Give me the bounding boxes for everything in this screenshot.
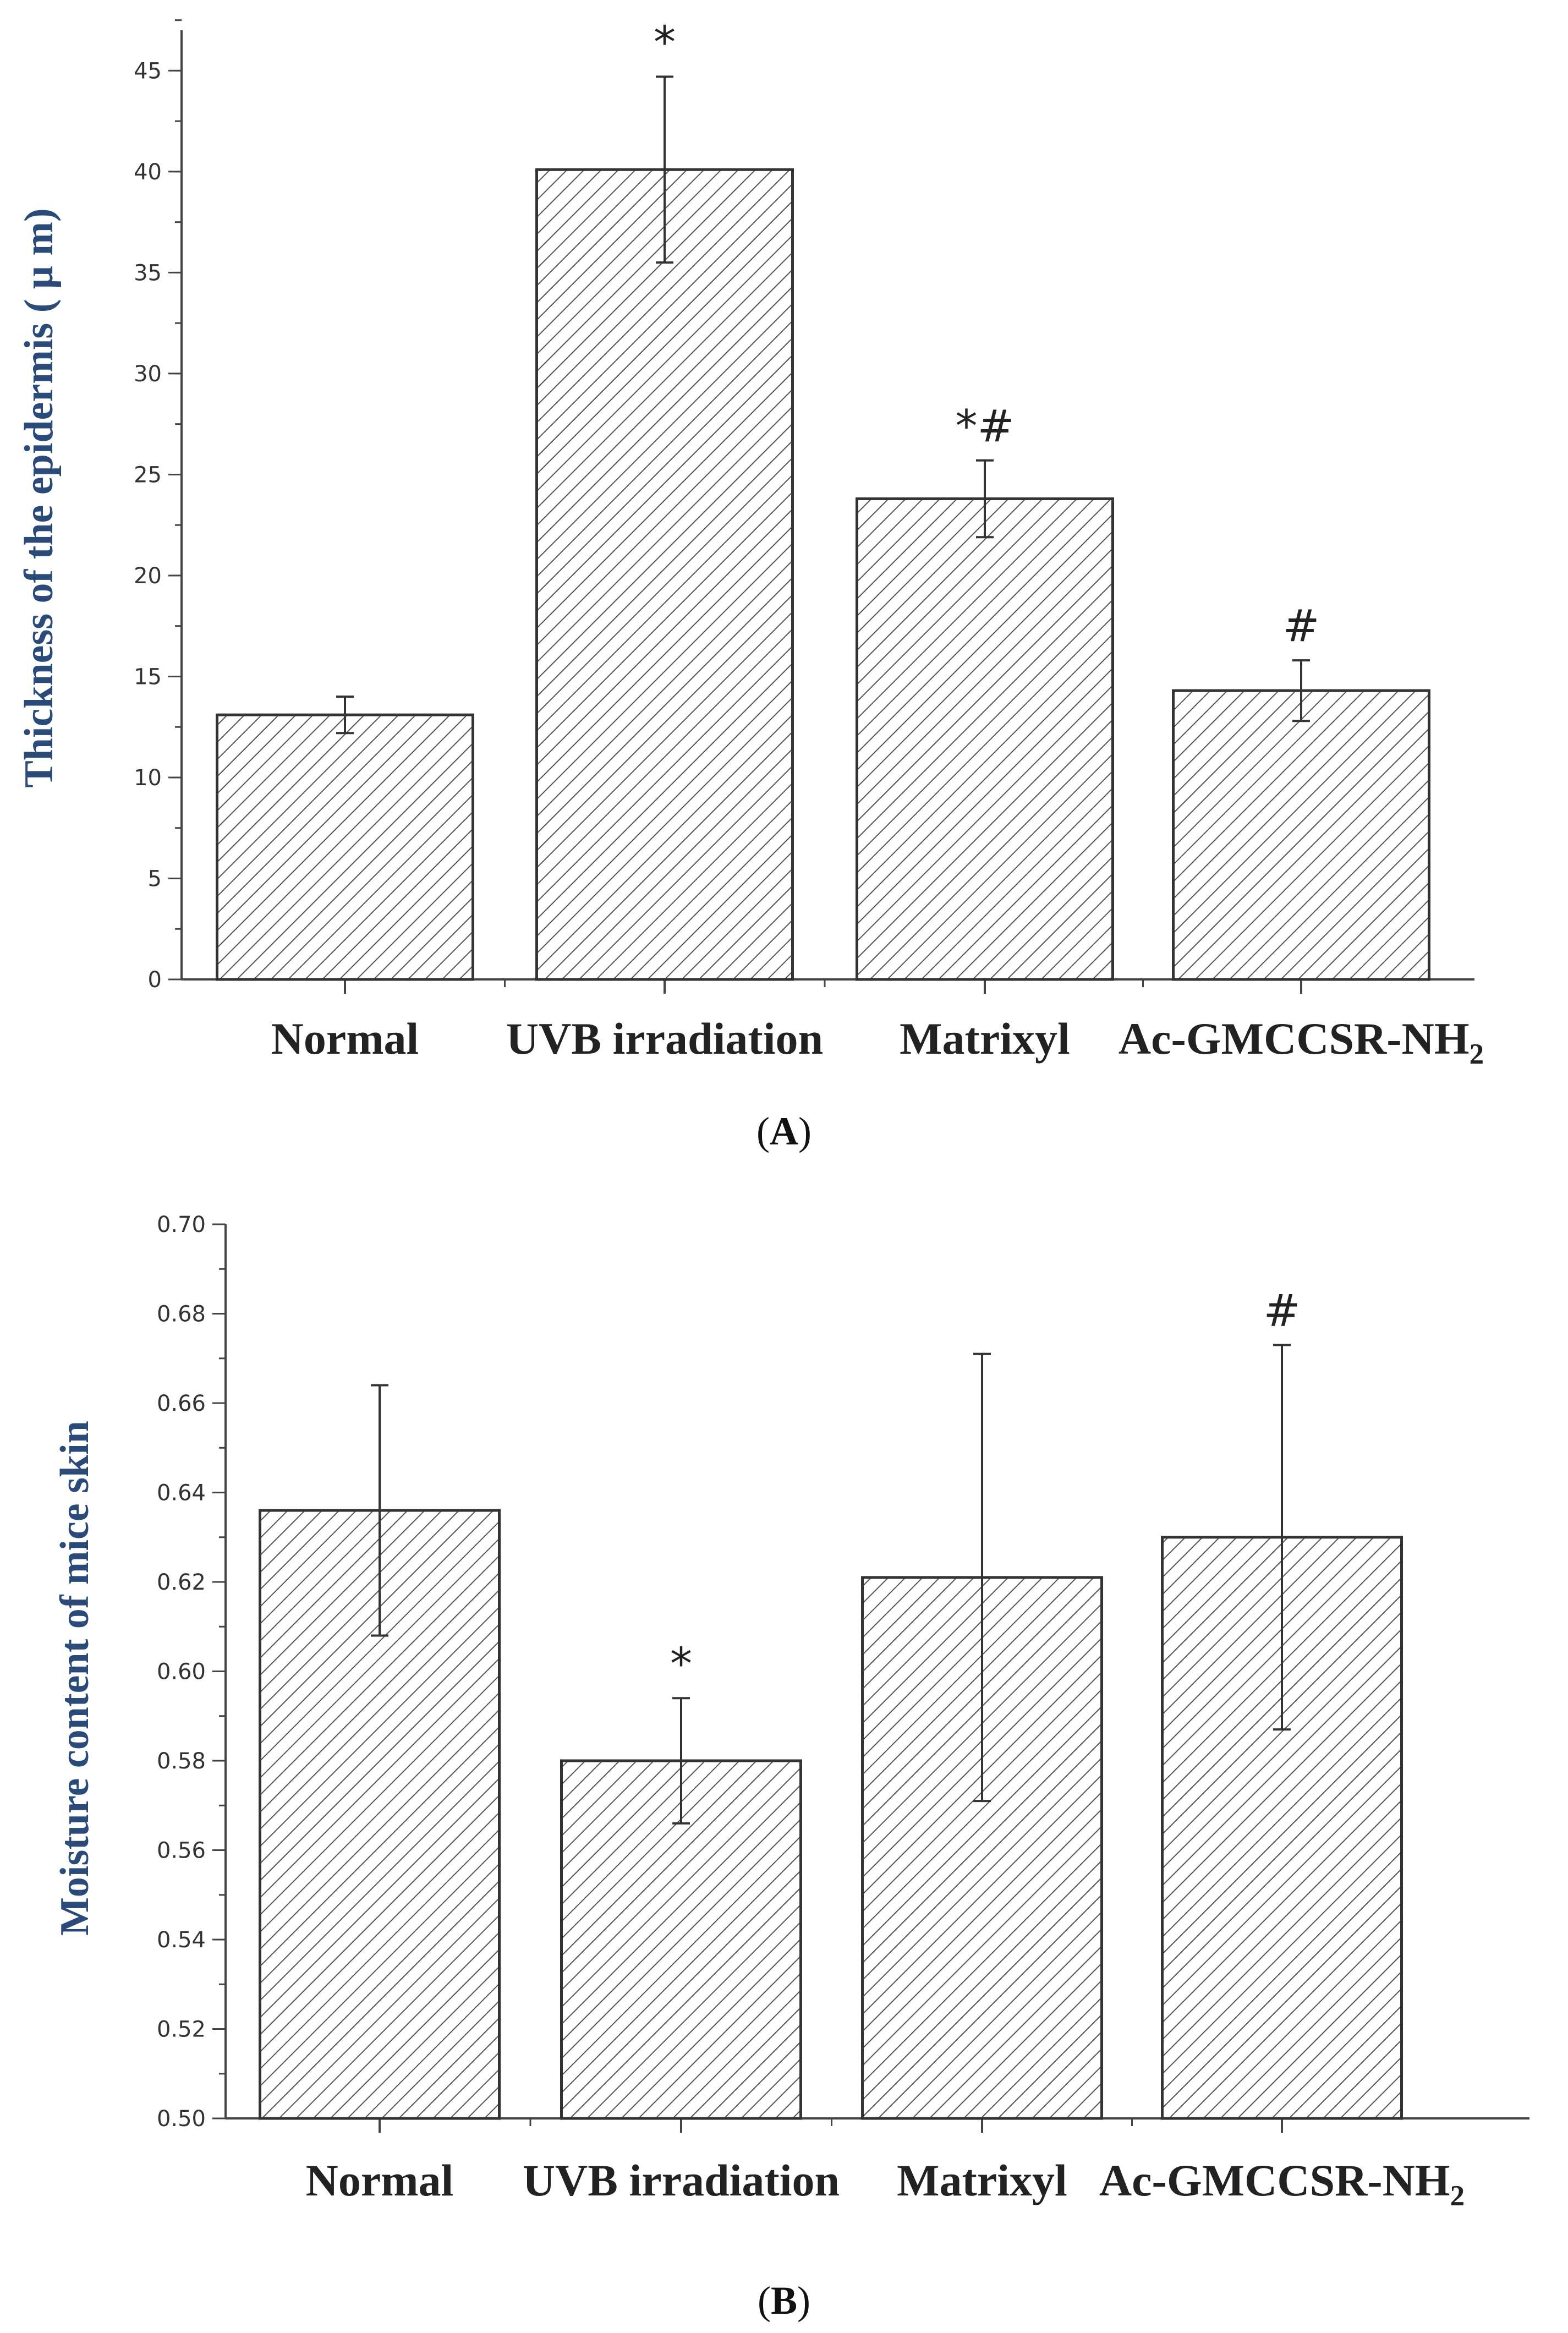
y-tick-label: 45 xyxy=(134,58,162,84)
axes-b: 0.50 0.52 0.54 0.56 0.58 0.60 0.62 0.64 0.66 0.68… xyxy=(157,1212,1529,2133)
y-tick-label: 0.56 xyxy=(157,1838,206,1864)
significance-marker: # xyxy=(1263,1285,1300,1336)
y-tick-label: 25 xyxy=(134,462,162,488)
y-tick-label: 0.68 xyxy=(157,1302,206,1327)
y-tick-label: 40 xyxy=(134,160,162,185)
y-tick-label: 0.60 xyxy=(157,1660,206,1685)
y-tick-label: 0.50 xyxy=(157,2106,206,2132)
x-category-label: Matrixyl xyxy=(897,2155,1067,2205)
chart-panel-b: Moisture content of mice skin 0.500.520.… xyxy=(52,1212,1529,2323)
y-tick-label: 0.58 xyxy=(157,1749,206,1774)
y-tick-label: 0.54 xyxy=(157,1927,206,1953)
chart-panel-a: Thickness of the epidermis ( μ m) 0 5 10 15… xyxy=(17,17,1484,1153)
bar xyxy=(1172,689,1430,981)
panel-label-a: (A) xyxy=(756,1109,812,1153)
x-category-label: Ac-GMCCSR-NH2 xyxy=(1099,2155,1465,2212)
panel-label-b: (B) xyxy=(758,2279,810,2323)
x-category-label: Ac-GMCCSR-NH2 xyxy=(1119,1014,1484,1070)
y-tick-label: 0.62 xyxy=(157,1570,206,1595)
bar xyxy=(535,168,794,981)
significance-marker: * xyxy=(670,1638,692,1689)
y-tick-label: 0.52 xyxy=(157,2017,206,2042)
significance-marker: *# xyxy=(955,401,1014,452)
bars-b xyxy=(259,1344,1403,2120)
x-category-label: UVB irradiation xyxy=(523,2155,840,2205)
y-tick-label: 0.66 xyxy=(157,1391,206,1416)
y-tick-label: 20 xyxy=(134,563,162,589)
bars-a xyxy=(216,75,1430,981)
x-category-label: Matrixyl xyxy=(900,1014,1070,1064)
y-tick-label: 0.70 xyxy=(157,1212,206,1237)
y-tick-label: 5 xyxy=(148,866,162,891)
significance-marker: * xyxy=(654,17,676,68)
y-tick-label: 0 xyxy=(148,967,162,993)
y-tick-label: 35 xyxy=(134,260,162,286)
labels-b: Normal * UVB irradiation Matrixyl # Ac-GMCCSR… xyxy=(306,1285,1465,2212)
bar xyxy=(856,497,1114,981)
x-category-label: UVB irradiation xyxy=(506,1014,823,1064)
y-axis-title-a: Thickness of the epidermis ( μ m) xyxy=(17,208,62,787)
y-tick-label: 10 xyxy=(134,765,162,791)
labels-a: Normal * UVB irradiation *# Matrixyl # Ac-GMCC… xyxy=(271,17,1484,1070)
y-tick-label: 0.64 xyxy=(157,1481,206,1506)
x-category-label: Normal xyxy=(306,2155,454,2205)
y-axis-title-b: Moisture content of mice skin xyxy=(52,1421,97,1936)
y-tick-label: 30 xyxy=(134,362,162,387)
y-tick-label: 15 xyxy=(134,664,162,689)
significance-marker: # xyxy=(1282,600,1319,651)
bar xyxy=(216,713,474,981)
x-category-label: Normal xyxy=(271,1014,419,1064)
